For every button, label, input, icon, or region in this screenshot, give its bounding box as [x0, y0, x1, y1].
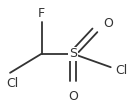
Text: F: F	[38, 7, 45, 20]
Text: O: O	[68, 90, 78, 103]
Text: S: S	[69, 47, 77, 60]
Text: O: O	[103, 17, 113, 30]
Text: Cl: Cl	[6, 77, 19, 90]
Text: Cl: Cl	[116, 64, 128, 77]
